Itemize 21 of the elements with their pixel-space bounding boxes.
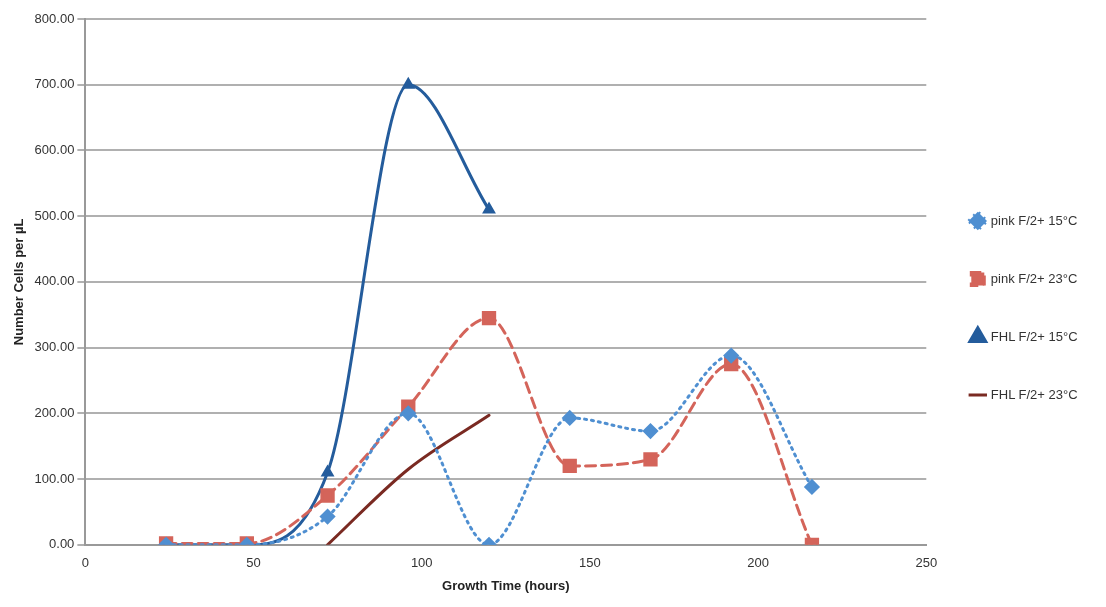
x-tick-label: 250 [915,555,938,571]
legend-label: FHL F/2+ 15°C [990,328,1078,344]
y-tick-label: 200.00 [34,404,75,420]
x-tick-label: 150 [579,555,601,571]
x-tick-label: 200 [747,555,769,571]
legend-label: pink F/2+ 15°C [990,212,1078,228]
y-tick-label: 400.00 [34,273,75,289]
x-axis-title: Growth Time (hours) [442,577,570,593]
x-tick-label: 100 [410,555,433,571]
y-tick-label: 500.00 [34,207,75,223]
legend-label: FHL F/2+ 23°C [990,386,1078,402]
y-tick-label: 300.00 [34,339,75,355]
y-axis-title: Number Cells per µL [11,218,27,346]
x-tick-label: 50 [246,555,261,571]
y-tick-label: 700.00 [34,76,75,92]
x-tick-label: 0 [81,555,89,571]
y-tick-label: 100.00 [34,470,75,486]
y-tick-label: 600.00 [34,142,75,158]
y-tick-label: 0.00 [49,536,75,552]
legend-label: pink F/2+ 23°C [990,270,1078,286]
y-tick-label: 800.00 [34,10,75,26]
